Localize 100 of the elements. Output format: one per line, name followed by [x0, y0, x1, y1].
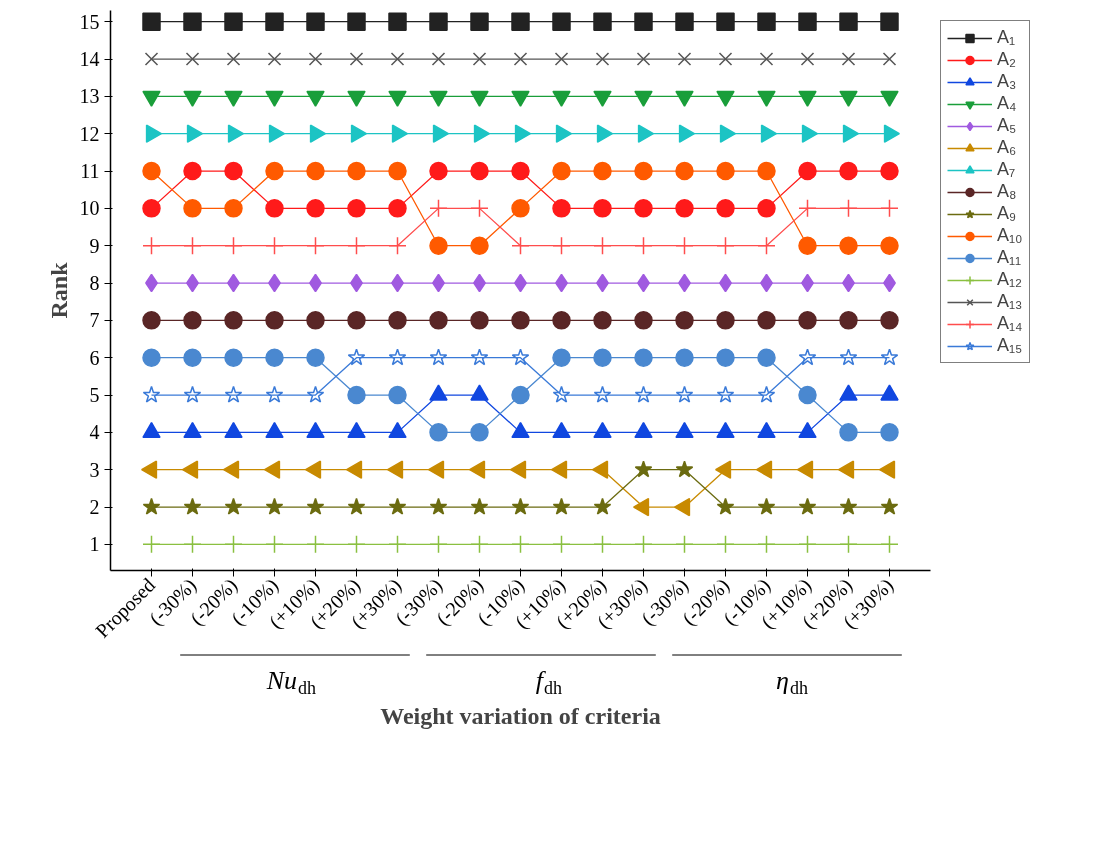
point: [306, 497, 325, 515]
point: [265, 161, 284, 181]
point: [511, 199, 530, 218]
point: [306, 199, 325, 218]
y-tick-label: 2: [89, 496, 100, 519]
y-tick-label: 1: [89, 533, 100, 556]
point: [675, 535, 694, 554]
y-tick-label: 6: [89, 346, 100, 369]
point: [224, 199, 243, 218]
point: [634, 161, 653, 181]
y-tick-label: 8: [89, 272, 100, 295]
y-tick-label: 12: [79, 122, 100, 145]
legend-label: A₁₄: [997, 313, 1023, 334]
point: [265, 199, 284, 218]
point: [224, 348, 243, 367]
point: [470, 423, 489, 442]
point: [839, 423, 858, 442]
point: [552, 348, 571, 367]
y-tick-label: 11: [80, 160, 100, 183]
point: [183, 236, 202, 255]
point: [798, 535, 817, 554]
point: [757, 12, 776, 31]
point: [513, 52, 528, 66]
point: [552, 199, 571, 218]
point: [593, 535, 612, 554]
y-tick-label: 13: [79, 85, 100, 108]
point: [634, 12, 653, 31]
point: [757, 535, 776, 554]
point: [265, 348, 284, 367]
point: [511, 311, 530, 330]
point: [183, 161, 202, 181]
point: [267, 52, 282, 66]
point: [347, 535, 366, 554]
point: [511, 535, 530, 554]
point: [429, 12, 448, 31]
point: [224, 236, 243, 255]
legend-label: A₁: [997, 27, 1017, 48]
legend-label: A₃: [997, 71, 1017, 92]
point: [265, 236, 284, 255]
point: [675, 161, 694, 181]
point: [183, 348, 202, 367]
point: [552, 12, 571, 31]
point: [470, 161, 489, 181]
point: [716, 236, 735, 255]
point: [759, 52, 774, 66]
legend-label: A₁₁: [997, 247, 1022, 268]
point: [634, 535, 653, 554]
point: [634, 311, 653, 330]
point: [224, 385, 243, 403]
point: [183, 311, 202, 330]
point: [388, 12, 407, 31]
point: [511, 497, 530, 515]
point: [757, 348, 776, 367]
point: [472, 52, 487, 66]
point: [675, 348, 694, 367]
y-tick-label: 4: [89, 421, 100, 444]
point: [677, 52, 692, 66]
point: [388, 348, 407, 366]
legend-label: A₁₃: [997, 291, 1023, 312]
point: [306, 348, 325, 367]
point: [265, 12, 284, 31]
point: [798, 199, 817, 218]
point: [349, 52, 364, 66]
point: [757, 385, 776, 403]
legend-label: A₆: [997, 137, 1017, 158]
point: [757, 161, 776, 181]
point: [880, 348, 899, 366]
legend-label: A₄: [997, 93, 1017, 114]
point: [839, 236, 858, 255]
point: [265, 385, 284, 403]
point: [388, 311, 407, 330]
point: [142, 311, 161, 330]
point: [470, 535, 489, 554]
point: [800, 52, 815, 66]
point: [880, 311, 899, 330]
point: [798, 236, 817, 255]
point: [142, 161, 161, 181]
point: [798, 348, 817, 366]
y-tick-label: 10: [79, 197, 100, 220]
point: [429, 311, 448, 330]
point: [552, 236, 571, 255]
point: [552, 385, 571, 403]
point: [347, 348, 366, 366]
point: [595, 52, 610, 66]
point: [718, 52, 733, 66]
point: [798, 385, 817, 405]
point: [142, 535, 161, 554]
point: [388, 497, 407, 515]
point: [306, 161, 325, 181]
point: [593, 236, 612, 255]
point: [593, 348, 612, 367]
point: [308, 52, 323, 66]
point: [634, 348, 653, 367]
legend-label: A₂: [997, 49, 1017, 70]
point: [388, 199, 407, 218]
point: [470, 497, 489, 515]
point: [675, 460, 694, 478]
point: [880, 535, 899, 554]
point: [675, 385, 694, 403]
point: [470, 236, 489, 255]
